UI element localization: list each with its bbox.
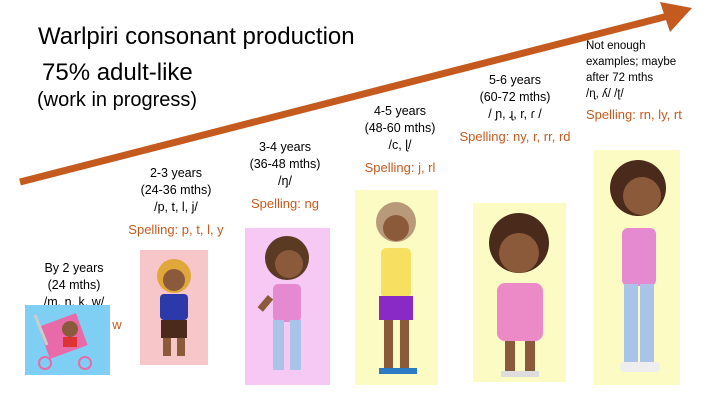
- stage-months: (48-60 mths): [364, 121, 436, 135]
- stage-spelling: Spelling: rn, ly, rt: [586, 107, 682, 122]
- stage-5-text: 5-6 years (60-72 mths) / ɲ, ɻ, r, ɾ / Sp…: [455, 72, 575, 145]
- stage-months: (36-48 mths): [249, 157, 321, 171]
- stage-age: Not enough: [586, 40, 646, 52]
- baby-in-stroller-image: [25, 305, 110, 375]
- title-line-1: Warlpiri consonant production: [38, 23, 355, 50]
- stage-months: examples; maybe: [586, 56, 677, 68]
- stage-age: 2-3 years: [149, 166, 203, 180]
- child-4-5-image: [355, 190, 438, 385]
- stage-2-text: 2-3 years (24-36 mths) /p, t, l, j/ Spel…: [120, 165, 232, 238]
- child-3-4-image: [245, 228, 330, 385]
- stage-months: (24 mths): [47, 278, 101, 292]
- title-line-3: (work in progress): [37, 89, 198, 111]
- stage-age: 5-6 years: [488, 73, 542, 87]
- stage-6-text: Not enough examples; maybe after 72 mths…: [586, 38, 682, 123]
- stage-months: (60-72 mths): [479, 90, 551, 104]
- stage-3-text: 3-4 years (36-48 mths) /ŋ/ Spelling: ng: [230, 139, 340, 212]
- stage-sounds: /p, t, l, j/: [154, 200, 198, 214]
- stage-age: 4-5 years: [373, 104, 427, 118]
- stage-sounds: /c, ɭ/: [388, 138, 412, 152]
- stage-spelling: Spelling: j, rl: [364, 160, 436, 175]
- stage-spelling: Spelling: ng: [251, 196, 319, 211]
- stage-sounds: / ɲ, ɻ, r, ɾ /: [488, 107, 542, 121]
- stage-sounds: /ɳ, ʎ/ /ʈ/: [586, 88, 624, 100]
- title-line-2: 75% adult-like: [42, 59, 193, 86]
- stage-spelling: Spelling: p, t, l, y: [128, 222, 224, 237]
- stage-extra: after 72 mths: [586, 72, 654, 84]
- stage-4-text: 4-5 years (48-60 mths) /c, ɭ/ Spelling: …: [345, 103, 455, 176]
- stage-age: 3-4 years: [258, 140, 312, 154]
- child-older-image: [594, 150, 680, 385]
- child-5-6-image: [473, 203, 566, 382]
- stage-age: By 2 years: [44, 261, 104, 275]
- stage-months: (24-36 mths): [140, 183, 212, 197]
- stage-spelling: Spelling: ny, r, rr, rd: [459, 129, 571, 144]
- toddler-image: [140, 250, 208, 365]
- stage-sounds: /ŋ/: [278, 174, 292, 188]
